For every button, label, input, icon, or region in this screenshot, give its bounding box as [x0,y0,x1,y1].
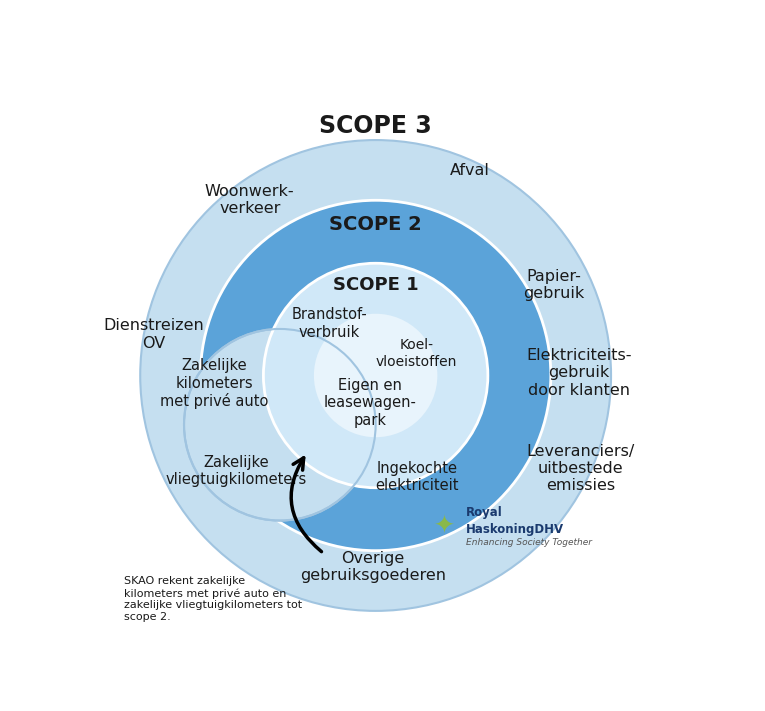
Text: Koel-
vloeistoffen: Koel- vloeistoffen [376,338,457,369]
Circle shape [314,314,438,437]
Text: Ingekochte
elektriciteit: Ingekochte elektriciteit [375,461,458,493]
FancyArrowPatch shape [291,458,321,552]
Text: Zakelijke
kilometers
met privé auto: Zakelijke kilometers met privé auto [160,358,269,410]
Text: SCOPE 1: SCOPE 1 [333,276,418,294]
Text: Enhancing Society Together: Enhancing Society Together [466,538,592,547]
Circle shape [263,263,488,488]
Text: Afval: Afval [450,163,490,178]
Text: Leveranciers/
uitbestede
emissies: Leveranciers/ uitbestede emissies [526,444,634,493]
Text: Dienstreizen
OV: Dienstreizen OV [103,319,204,351]
Text: SKAO rekent zakelijke
kilometers met privé auto en
zakelijke vliegtuigkilometers: SKAO rekent zakelijke kilometers met pri… [124,577,302,622]
Circle shape [184,329,376,520]
Text: SCOPE 2: SCOPE 2 [329,215,422,235]
Text: Brandstof-
verbruik: Brandstof- verbruik [291,307,367,340]
Text: Elektriciteits-
gebruik
door klanten: Elektriciteits- gebruik door klanten [526,348,632,397]
Text: Royal
HaskoningDHV: Royal HaskoningDHV [466,506,564,535]
Circle shape [200,201,551,551]
Text: Zakelijke
vliegtuigkilometers: Zakelijke vliegtuigkilometers [165,455,307,488]
Text: Papier-
gebruik: Papier- gebruik [523,269,584,301]
Text: Woonwerk-
verkeer: Woonwerk- verkeer [205,184,295,216]
Text: Eigen en
leasewagen-
park: Eigen en leasewagen- park [324,378,417,428]
Text: SCOPE 3: SCOPE 3 [319,114,432,139]
Text: Overige
gebruiksgoederen: Overige gebruiksgoederen [300,551,446,583]
Circle shape [140,140,611,611]
Text: ✦: ✦ [434,514,454,538]
